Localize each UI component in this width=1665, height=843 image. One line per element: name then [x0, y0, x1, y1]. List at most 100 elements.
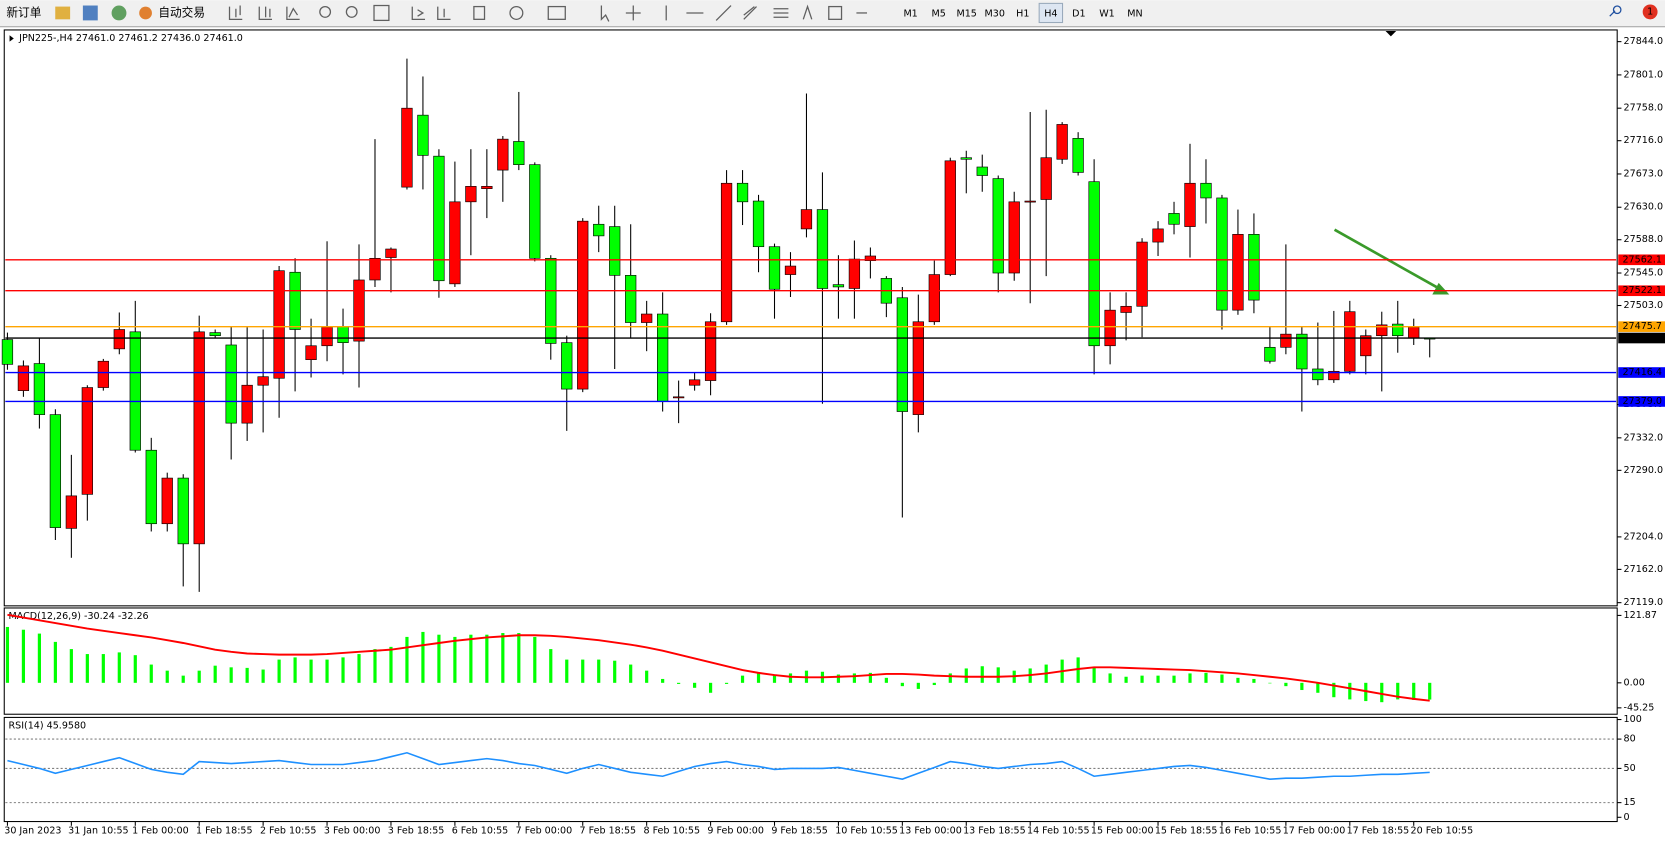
macd-bar — [501, 633, 505, 683]
timeframe-button[interactable]: D1 — [1072, 9, 1085, 20]
macd-bar — [69, 649, 73, 683]
candle-body — [736, 182, 749, 203]
macd-bar — [788, 673, 793, 683]
timeframe-button[interactable]: M5 — [931, 9, 945, 20]
macd-bar — [629, 664, 633, 683]
candle-body — [577, 220, 589, 390]
x-tick-label: 7 Feb 18:55 — [580, 826, 637, 837]
y-tick-label: 27290.0 — [1624, 465, 1663, 476]
timeframe-button[interactable]: M30 — [985, 9, 1005, 20]
x-tick-label: 2 Feb 10:55 — [260, 826, 317, 837]
macd-bar — [549, 649, 553, 683]
macd-bar — [772, 674, 777, 683]
x-tick-label: 9 Feb 00:00 — [707, 826, 764, 837]
macd-bar — [229, 667, 233, 683]
x-tick-label: 15 Feb 00:00 — [1091, 826, 1154, 837]
candle-body — [33, 363, 46, 415]
candle-body — [704, 321, 717, 381]
macd-bar — [85, 654, 89, 683]
toolbar-button[interactable]: 自动交易 — [158, 5, 205, 19]
y-tick-label: 27801.0 — [1624, 69, 1663, 80]
macd-bar — [469, 634, 473, 683]
price-level-label: 27416.4 — [1622, 367, 1661, 378]
macd-bar — [645, 670, 649, 683]
candle-body — [816, 209, 829, 289]
candle-body — [1360, 335, 1372, 357]
candle-body — [401, 107, 413, 188]
candle-body — [1376, 324, 1388, 337]
macd-bar — [661, 678, 665, 683]
y-tick-label: 121.87 — [1624, 610, 1657, 621]
candle-body — [1104, 309, 1116, 347]
macd-bar — [1172, 675, 1176, 683]
macd-bar — [597, 659, 601, 683]
timeframe-button[interactable]: H1 — [1016, 9, 1029, 20]
macd-bar — [708, 682, 713, 693]
candle-body — [113, 329, 125, 350]
candle-body — [225, 344, 237, 424]
rsi-title: RSI(14) 45.9580 — [9, 720, 87, 731]
notification-badge[interactable] — [1642, 4, 1658, 20]
macd-bar — [1092, 667, 1096, 683]
macd-bar — [197, 670, 201, 683]
macd-bar — [1332, 682, 1336, 698]
y-tick-label: 27588.0 — [1624, 234, 1663, 245]
active-timeframe — [1038, 2, 1064, 24]
candle-body — [752, 200, 765, 248]
macd-bar — [53, 641, 57, 683]
x-tick-label: 17 Feb 00:00 — [1283, 826, 1346, 837]
timeframe-button[interactable]: H4 — [1044, 9, 1057, 20]
x-tick-label: 13 Feb 00:00 — [899, 826, 962, 837]
timeframe-button[interactable]: MN — [1127, 9, 1142, 20]
candle-body — [848, 258, 861, 289]
macd-bar — [437, 634, 441, 683]
macd-bar — [868, 672, 872, 683]
price-level-label: 27379.0 — [1622, 396, 1661, 407]
macd-bar — [916, 682, 920, 689]
candle-body — [161, 477, 173, 525]
timeframe-button[interactable]: W1 — [1099, 9, 1115, 20]
candle-body — [417, 114, 429, 156]
macd-bar — [373, 649, 377, 683]
macd-bar — [37, 633, 41, 683]
macd-bar — [181, 675, 185, 683]
arrow-head — [1432, 282, 1450, 295]
macd-bar — [1220, 674, 1224, 683]
icon — [55, 6, 71, 20]
x-tick-label: 6 Feb 10:55 — [452, 826, 509, 837]
candle-body — [992, 178, 1004, 274]
macd-bar — [1380, 682, 1384, 703]
candle-body — [912, 321, 924, 415]
macd-bar — [277, 659, 281, 683]
candle-body — [513, 141, 525, 165]
macd-bar — [1428, 682, 1432, 700]
macd-bar — [325, 659, 329, 683]
candle-body — [784, 265, 797, 275]
macd-bar — [948, 673, 952, 683]
candle-body — [353, 279, 365, 342]
candle-body — [545, 257, 557, 344]
icon — [139, 6, 152, 20]
rsi-line — [7, 751, 1430, 780]
toolbar-button[interactable]: 新订单 — [6, 5, 41, 19]
badge-count: 1 — [1647, 6, 1653, 17]
y-tick-label: 27545.0 — [1624, 268, 1663, 279]
x-tick-label: 13 Feb 18:55 — [963, 826, 1026, 837]
toolbar-bg — [0, 0, 1665, 27]
macd-bar — [1316, 682, 1320, 693]
timeframe-button[interactable]: M15 — [957, 9, 977, 20]
macd-pane — [3, 607, 1618, 715]
x-tick-label: 20 Feb 10:55 — [1411, 826, 1474, 837]
macd-bar — [165, 670, 169, 683]
macd-bar — [149, 664, 153, 683]
candle-body — [896, 297, 908, 412]
macd-bar — [533, 636, 537, 683]
candle-body — [145, 449, 157, 525]
candle-body — [289, 271, 301, 330]
candle-body — [433, 155, 445, 282]
macd-bar — [309, 659, 313, 683]
timeframe-button[interactable]: M1 — [903, 9, 917, 20]
candle-body — [1408, 326, 1420, 339]
candle-body — [1120, 305, 1132, 313]
toolbar: 新订单 自动交易 1 M1 M5 M15 M30 H1 H4 D1 W1 MN — [0, 0, 1665, 28]
